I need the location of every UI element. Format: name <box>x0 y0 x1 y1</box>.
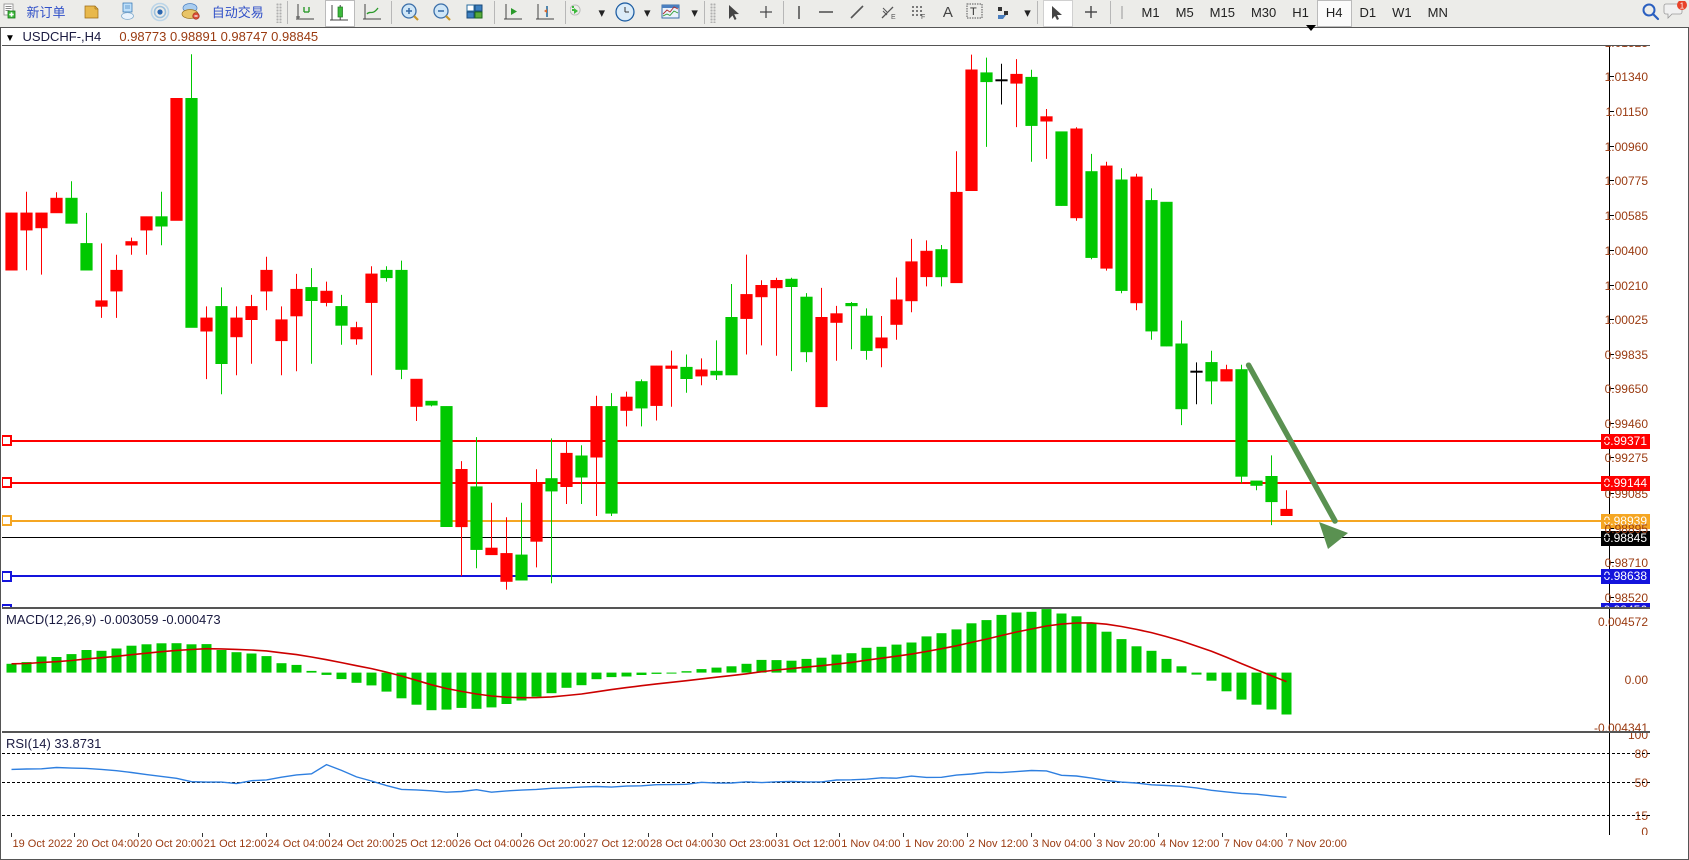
svg-text:E: E <box>891 14 896 21</box>
svg-text:F: F <box>921 14 925 21</box>
svg-text:T: T <box>970 6 977 18</box>
svg-text:1: 1 <box>1680 1 1685 10</box>
